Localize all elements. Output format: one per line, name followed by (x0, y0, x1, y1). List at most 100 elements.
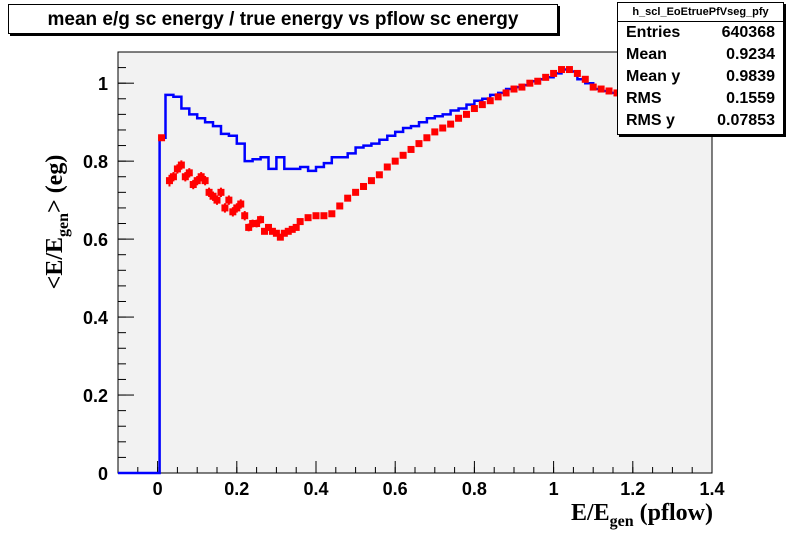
data-point (407, 145, 415, 153)
data-point (360, 182, 368, 190)
data-point (189, 181, 197, 189)
x-tick-label: 1.2 (620, 479, 645, 499)
data-point (158, 134, 166, 142)
data-point (415, 140, 423, 148)
stats-value: 0.9839 (726, 68, 775, 85)
data-point (439, 124, 447, 132)
data-point (173, 165, 181, 173)
stats-row-rms-y: RMS y 0.07853 (618, 110, 783, 132)
data-point (185, 169, 193, 177)
data-point (550, 69, 558, 77)
data-point (391, 157, 399, 165)
data-point (581, 75, 589, 83)
x-axis-label: E/Egen (pflow) (571, 500, 713, 530)
stats-row-mean: Mean 0.9234 (618, 44, 783, 66)
data-point (217, 188, 225, 196)
data-point (375, 171, 383, 179)
series-line (118, 68, 712, 475)
data-point (573, 69, 581, 77)
data-point (526, 79, 534, 87)
data-point (241, 212, 249, 220)
stats-row-mean-y: Mean y 0.9839 (618, 66, 783, 88)
data-point (320, 212, 328, 220)
data-point (478, 101, 486, 109)
data-point (264, 223, 272, 231)
data-point (257, 216, 265, 224)
plot-frame (117, 51, 713, 474)
y-tick-label: 0 (98, 464, 108, 484)
x-tick-label: 1 (549, 479, 559, 499)
y-tick-label: 0.4 (83, 308, 108, 328)
data-point (284, 227, 292, 235)
data-point (169, 173, 177, 181)
data-point (225, 196, 233, 204)
data-point (423, 134, 431, 142)
stats-value: 0.9234 (726, 46, 775, 63)
stats-label: RMS (626, 90, 662, 107)
data-point (261, 227, 269, 235)
data-point (367, 177, 375, 185)
y-tick-label: 0.6 (83, 230, 108, 250)
y-tick-label: 1 (98, 74, 108, 94)
x-axis: 0 0.2 0.4 0.6 0.8 1 1.2 1.4 (117, 461, 725, 499)
data-point (383, 163, 391, 171)
x-tick-label: 1.4 (699, 479, 724, 499)
data-point (486, 97, 494, 105)
data-point (328, 210, 336, 218)
stats-label: Mean (626, 46, 667, 63)
data-point (455, 114, 463, 122)
y-tick-label: 0.8 (83, 152, 108, 172)
data-point (613, 89, 621, 97)
data-point (518, 83, 526, 91)
data-point (605, 87, 613, 95)
stats-label: Entries (626, 24, 681, 41)
data-point (597, 85, 605, 93)
data-point (197, 173, 205, 181)
data-point (534, 77, 542, 85)
data-point (268, 227, 276, 235)
data-point (237, 200, 245, 208)
data-point (470, 105, 478, 113)
stats-value: 640368 (721, 24, 775, 41)
data-point (272, 229, 280, 237)
data-point (177, 161, 185, 169)
stats-value: 0.07853 (717, 112, 775, 129)
data-point (229, 208, 237, 216)
data-point (280, 229, 288, 237)
data-point (312, 212, 320, 220)
data-point (336, 202, 344, 210)
stats-label: RMS y (626, 112, 675, 129)
data-point (399, 151, 407, 159)
data-point (542, 73, 550, 81)
stats-box: h_scl_EoEtruePfVseg_pfy Entries 640368 Me… (617, 2, 784, 135)
y-axis: 0 0.2 0.4 0.6 0.8 1 (83, 51, 134, 484)
data-point (558, 66, 566, 74)
data-point (447, 120, 455, 128)
data-point (276, 233, 284, 241)
data-point (201, 177, 209, 185)
data-point (565, 66, 573, 74)
data-point (205, 188, 213, 196)
data-point (221, 204, 229, 212)
stats-row-rms: RMS 0.1559 (618, 88, 783, 110)
data-point (494, 93, 502, 101)
data-point (352, 188, 360, 196)
stats-value: 0.1559 (726, 90, 775, 107)
data-point (462, 110, 470, 118)
data-point (292, 223, 300, 231)
data-point (589, 83, 597, 91)
data-point (431, 128, 439, 136)
data-point (288, 225, 296, 233)
data-point (213, 196, 221, 204)
data-point (165, 177, 173, 185)
stats-name: h_scl_EoEtruePfVseg_pfy (618, 3, 783, 22)
chart-title: mean e/g sc energy / true energy vs pflo… (8, 4, 558, 34)
x-tick-label: 0.6 (383, 479, 408, 499)
data-point (193, 177, 201, 185)
data-point (344, 194, 352, 202)
y-tick-label: 0.2 (83, 386, 108, 406)
x-tick-label: 0.8 (462, 479, 487, 499)
data-point (245, 223, 253, 231)
stats-row-entries: Entries 640368 (618, 22, 783, 44)
